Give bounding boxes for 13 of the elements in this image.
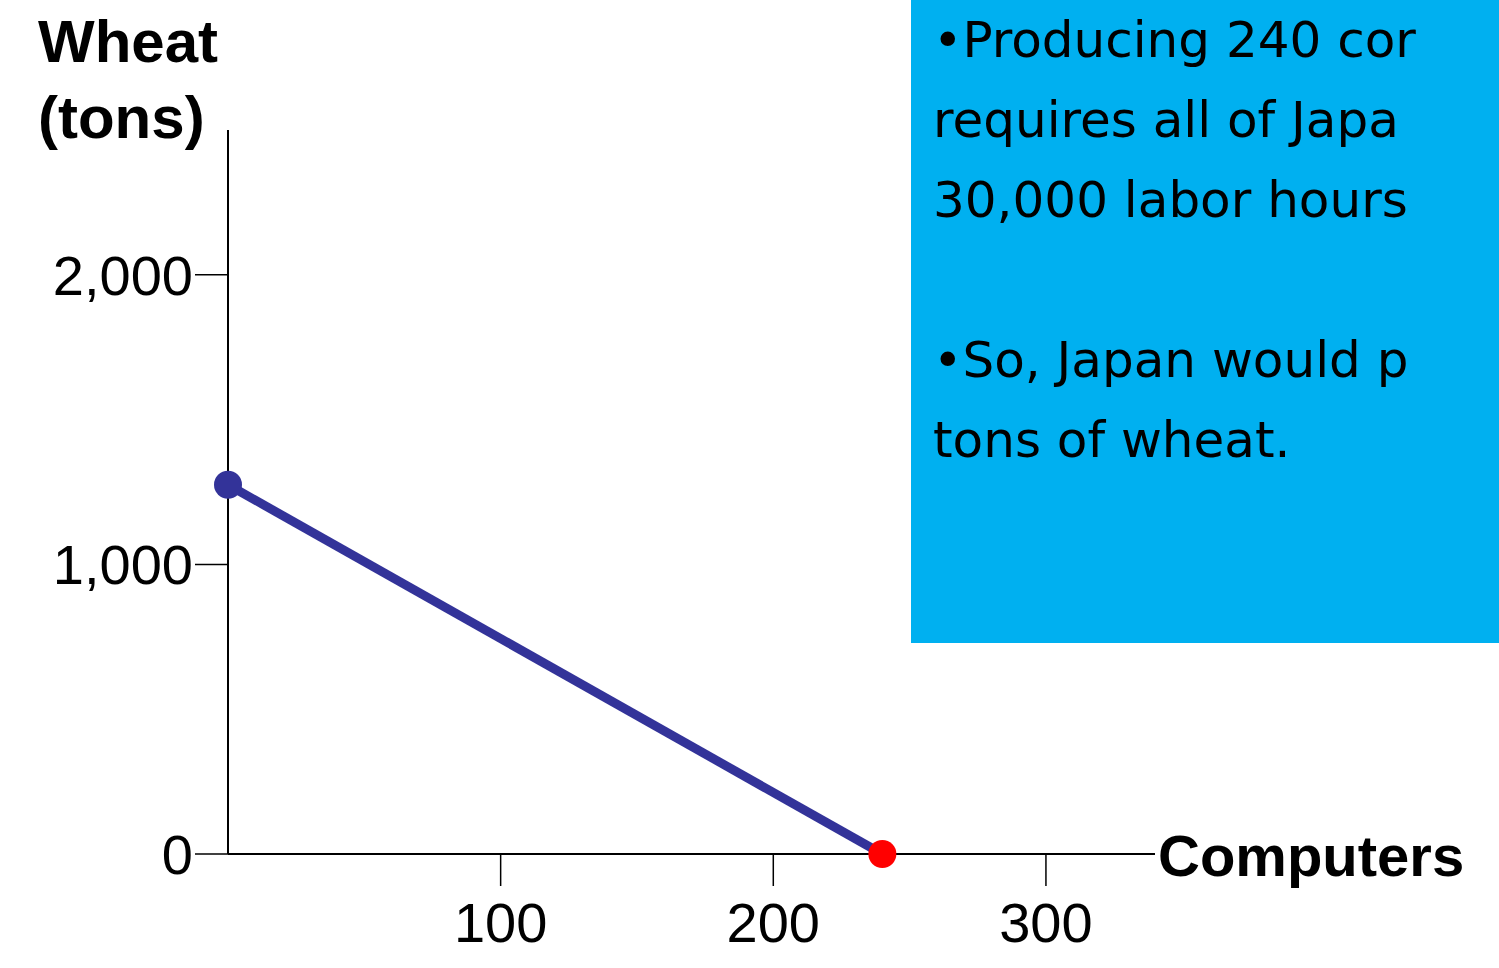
y-tick-label: 0 [161, 822, 193, 886]
x-tick-label: 100 [453, 890, 548, 954]
text: •Producing 240 cor [933, 11, 1416, 69]
y-axis-title: Wheat (tons) [38, 7, 218, 153]
y-tick-label: 1,000 [52, 533, 193, 597]
x-axis-title: Computers [1158, 822, 1465, 889]
x-tick-label: 300 [999, 890, 1093, 954]
annotation: tons of wheat. [933, 410, 1292, 471]
x-tick-label: 200 [726, 890, 821, 954]
annotation: 30,000 labor hours [933, 170, 1409, 231]
annotation: requires all of Japa [933, 90, 1400, 151]
annotation: •So, Japan would p [933, 330, 1410, 391]
y-tick-label: 2,000 [52, 243, 193, 307]
